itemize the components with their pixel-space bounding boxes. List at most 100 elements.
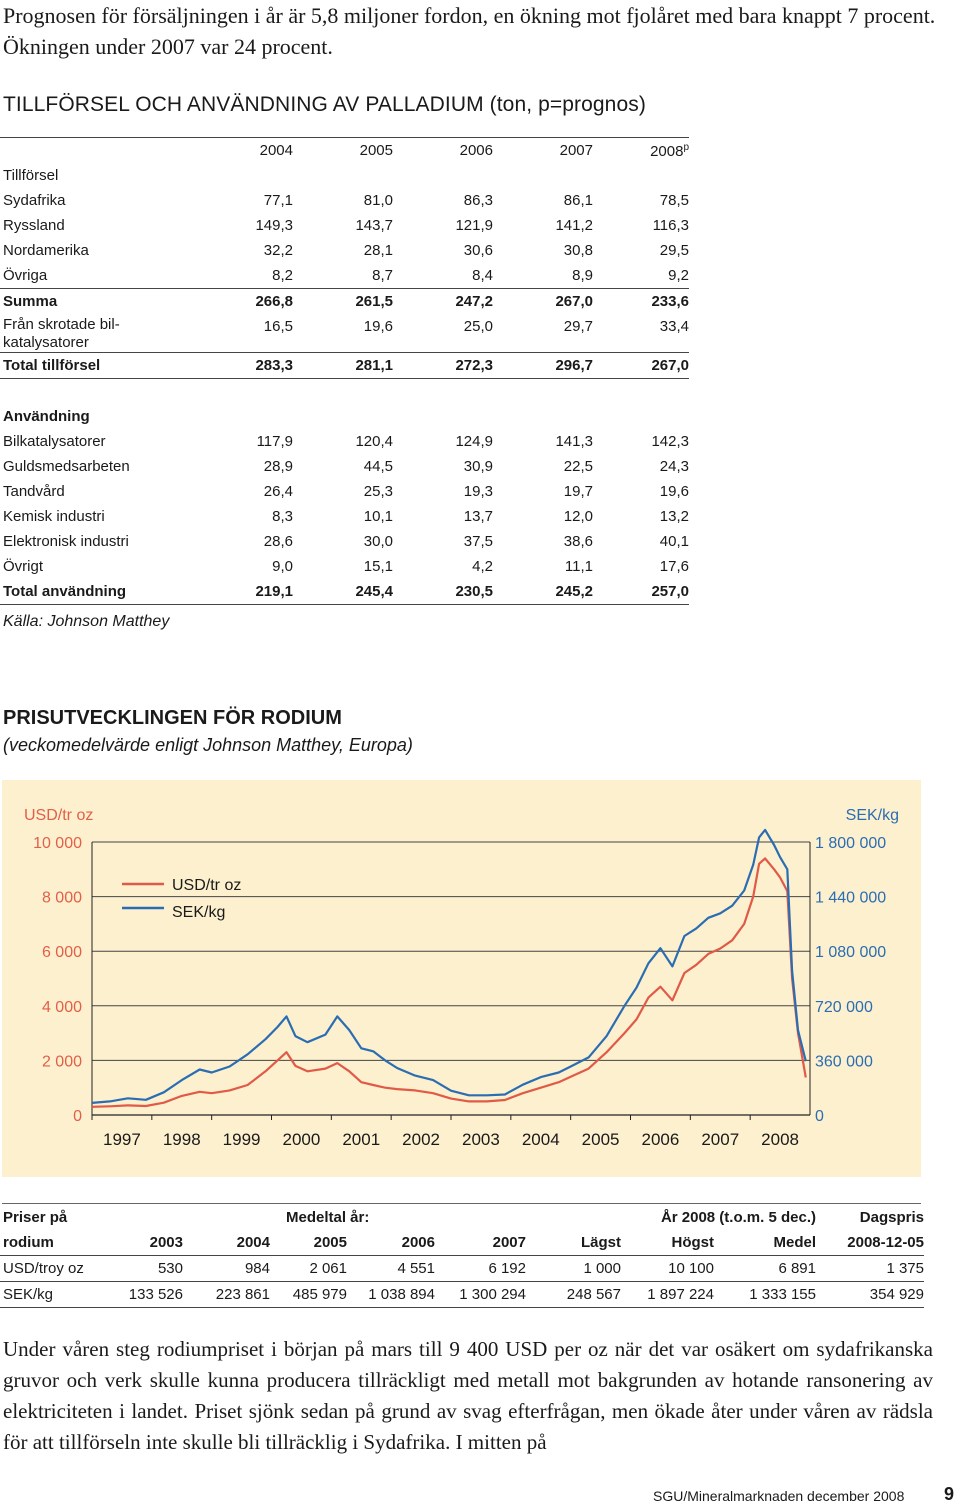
scrap-row: Från skrotade bil-katalysatorer 16,5 19,… bbox=[3, 316, 689, 351]
price-row-usd: USD/troy oz 530 984 2 061 4 551 6 192 1 … bbox=[0, 1255, 924, 1282]
table-cell: 13,2 bbox=[659, 508, 689, 525]
table-cell: 17,6 bbox=[659, 558, 689, 575]
row-label: Nordamerika bbox=[3, 242, 89, 259]
table-cell: 86,1 bbox=[563, 192, 593, 209]
year-header: 2006 bbox=[393, 137, 493, 163]
table-cell: 78,5 bbox=[659, 192, 689, 209]
price-table-header-1: Priser på Medeltal år: År 2008 (t.o.m. 5… bbox=[3, 1209, 924, 1226]
price-table-header-2: rodium 2003 2004 2005 2006 2007 Lägst Hö… bbox=[0, 1230, 924, 1256]
rhodium-chart: 10 000 1 800 000 8 000 1 440 000 6 000 1 080 … bbox=[2, 780, 921, 1177]
table-cell: 149,3 bbox=[255, 217, 293, 234]
x-tick-label: 1999 bbox=[223, 1130, 261, 1149]
row-label: Elektronisk industri bbox=[3, 533, 129, 550]
table-cell: 37,5 bbox=[463, 533, 493, 550]
table-cell: 81,0 bbox=[363, 192, 393, 209]
section-header: Tillförsel bbox=[3, 167, 59, 184]
table-cell: 141,2 bbox=[555, 217, 593, 234]
table-cell: 32,2 bbox=[263, 242, 293, 259]
table-cell: 12,0 bbox=[563, 508, 593, 525]
right-axis-unit: SEK/kg bbox=[846, 807, 899, 824]
row-label: Sydafrika bbox=[3, 192, 66, 209]
table-cell: 267,0 bbox=[493, 288, 593, 314]
table-cell: 29,5 bbox=[659, 242, 689, 259]
right-tick-label: 0 bbox=[815, 1108, 824, 1125]
table-cell: 266,8 bbox=[193, 288, 293, 314]
table-row: Nordamerika 32,2 28,1 30,6 30,8 29,5 bbox=[0, 238, 689, 263]
row-label: Bilkatalysatorer bbox=[3, 433, 106, 450]
table-row: Övrigt 9,0 15,1 4,2 11,1 17,6 bbox=[0, 554, 689, 579]
table-cell: 19,3 bbox=[463, 483, 493, 500]
row-label: Summa bbox=[0, 288, 193, 314]
table-cell: 4,2 bbox=[472, 558, 493, 575]
table-cell: 19,6 bbox=[659, 483, 689, 500]
left-tick-label: 6 000 bbox=[42, 944, 82, 961]
table-cell: 26,4 bbox=[263, 483, 293, 500]
table-cell: 28,9 bbox=[263, 458, 293, 475]
table-row: Elektronisk industri 28,6 30,0 37,5 38,6 40,1 bbox=[0, 529, 689, 554]
table-cell: 245,4 bbox=[293, 579, 393, 605]
table-cell: 15,1 bbox=[363, 558, 393, 575]
table-cell: 121,9 bbox=[455, 217, 493, 234]
table-cell: 142,3 bbox=[651, 433, 689, 450]
table-cell: 233,6 bbox=[593, 288, 689, 314]
row-label: Tandvård bbox=[3, 483, 65, 500]
left-tick-label: 8 000 bbox=[42, 890, 82, 907]
row-label: Ryssland bbox=[3, 217, 65, 234]
table-cell: 11,1 bbox=[564, 558, 593, 575]
x-tick-label: 2005 bbox=[582, 1130, 620, 1149]
table-row: Övriga 8,2 8,7 8,4 8,9 9,2 bbox=[0, 263, 689, 289]
table-row: Sydafrika 77,1 81,0 86,3 86,1 78,5 bbox=[0, 188, 689, 213]
left-tick-label: 0 bbox=[73, 1108, 82, 1125]
table-cell: 8,4 bbox=[472, 267, 493, 284]
sek-series-line bbox=[91, 828, 807, 1104]
x-tick-label: 2000 bbox=[283, 1130, 321, 1149]
table-cell: 296,7 bbox=[493, 352, 593, 379]
right-tick-label: 1 800 000 bbox=[815, 835, 886, 852]
table-cell: 267,0 bbox=[593, 352, 689, 379]
spacer-row bbox=[0, 379, 689, 405]
table-cell: 8,9 bbox=[572, 267, 593, 284]
table-cell: 8,2 bbox=[272, 267, 293, 284]
legend-label-sek: SEK/kg bbox=[172, 904, 225, 921]
x-tick-label: 2004 bbox=[522, 1130, 560, 1149]
row-label: Total användning bbox=[0, 579, 193, 605]
table-row: Ryssland 149,3 143,7 121,9 141,2 116,3 bbox=[0, 213, 689, 238]
table-cell: 245,2 bbox=[493, 579, 593, 605]
row-label: Övriga bbox=[3, 267, 48, 284]
table-row: Kemisk industri 8,3 10,1 13,7 12,0 13,2 bbox=[0, 504, 689, 529]
x-tick-label: 2007 bbox=[701, 1130, 739, 1149]
table-cell: 9,0 bbox=[272, 558, 293, 575]
table-cell: 141,3 bbox=[555, 433, 593, 450]
page-footer: SGU/Mineralmarknaden december 2008 bbox=[653, 1488, 905, 1504]
right-tick-label: 1 080 000 bbox=[815, 944, 886, 961]
usd-series-line bbox=[91, 857, 807, 1108]
year-header: 2004 bbox=[193, 137, 293, 163]
table-cell: 24,3 bbox=[659, 458, 689, 475]
table-cell: 124,9 bbox=[455, 433, 493, 450]
total-use-row: Total användning 219,1 245,4 230,5 245,2 257,… bbox=[0, 579, 689, 605]
rhodium-chart-subtitle: (veckomedelvärde enligt Johnson Matthey,… bbox=[3, 735, 413, 755]
left-tick-label: 4 000 bbox=[42, 999, 82, 1016]
palladium-table: 2004 2005 2006 2007 2008p Tillförsel Syd… bbox=[0, 137, 689, 605]
table-cell: 13,7 bbox=[463, 508, 493, 525]
year-header: 2007 bbox=[493, 137, 593, 163]
x-tick-label: 1998 bbox=[163, 1130, 201, 1149]
table-cell: 219,1 bbox=[193, 579, 293, 605]
table-cell: 120,4 bbox=[355, 433, 393, 450]
table-cell: 10,1 bbox=[363, 508, 393, 525]
table-row: Guldsmedsarbeten 28,9 44,5 30,9 22,5 24,3 bbox=[0, 454, 689, 479]
page-number: 9 bbox=[944, 1484, 955, 1504]
table-cell: 143,7 bbox=[355, 217, 393, 234]
x-tick-label: 2003 bbox=[462, 1130, 500, 1149]
table-cell: 22,5 bbox=[563, 458, 593, 475]
row-label: Total tillförsel bbox=[0, 352, 193, 379]
left-axis-unit: USD/tr oz bbox=[24, 807, 93, 824]
table-cell: 30,8 bbox=[563, 242, 593, 259]
x-tick-label: 2001 bbox=[342, 1130, 380, 1149]
table-cell: 86,3 bbox=[463, 192, 493, 209]
table-cell: 30,6 bbox=[463, 242, 493, 259]
table-cell: 38,6 bbox=[563, 533, 593, 550]
prognosis-mark: p bbox=[683, 141, 689, 153]
x-tick-label: 2006 bbox=[642, 1130, 680, 1149]
table-row: Bilkatalysatorer 117,9 120,4 124,9 141,3 142,… bbox=[0, 429, 689, 454]
